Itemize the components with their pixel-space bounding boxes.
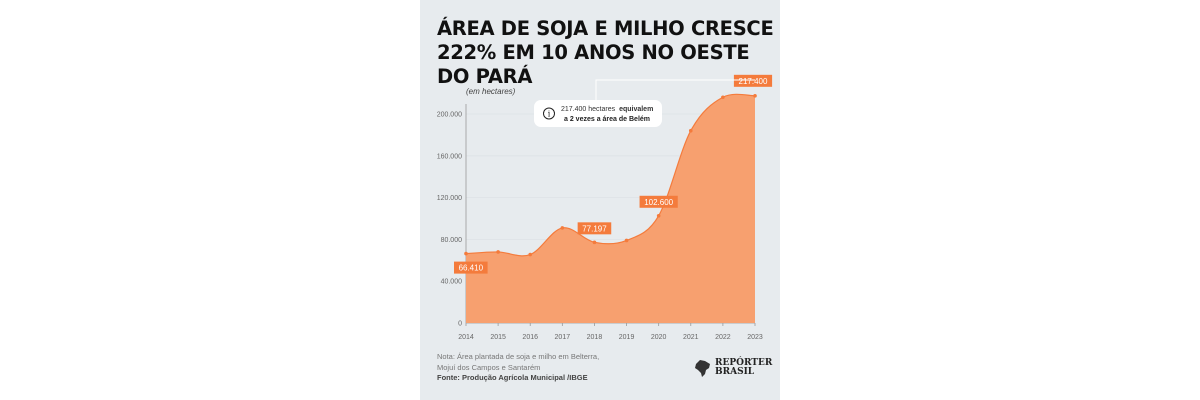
x-tick-label: 2017 [555,334,571,341]
y-tick-label: 160.000 [437,153,462,160]
data-point [560,226,565,230]
note-line-1: Nota: Área plantada de soja e milho em B… [437,352,600,361]
area-line [465,93,756,257]
data-point [592,240,597,245]
data-point [496,250,500,254]
area-fill [466,94,755,323]
callout-connector [595,79,755,102]
data-point [688,128,693,133]
area-chart: 0 40.000 80.000 120.000 160.000 200.000 2014 2… [437,74,773,341]
data-point [656,213,661,218]
callout-text-regular: 217.400 hectares [561,106,616,113]
reporter-brasil-logo: REPÓRTER BRASIL [694,358,772,378]
svg-text:77.197: 77.197 [582,224,607,233]
svg-text:66.410: 66.410 [459,264,484,273]
y-tick-label: 120.000 [437,195,462,202]
data-point [721,95,725,100]
x-tick-label: 2021 [683,334,699,341]
x-tick-label: 2023 [747,334,763,341]
callout-box: i 217.400 hectares equivalem a 2 vezes a… [534,79,755,127]
x-tick-label: 2022 [715,334,731,341]
logo-line-2: BRASIL [715,367,755,377]
logo-line-1: REPÓRTER [715,358,773,368]
callout-text-line2: a 2 vezes a área de Belém [564,116,650,123]
data-point [624,238,629,243]
brazil-map-icon [695,360,710,377]
x-tick-label: 2020 [651,334,667,341]
y-tick-label: 40.000 [441,279,463,286]
data-label: 66.410 [454,261,488,274]
y-tick-label: 200.000 [437,112,462,119]
svg-text:217.400 hectares equival: 217.400 hectares equivalem [561,106,653,113]
data-point [464,251,468,256]
data-point [753,94,757,98]
callout-bg [534,100,662,127]
svg-text:i: i [548,110,551,119]
chart-title: ÁREA DE SOJA E MILHO CRESCE 222% EM 10 A… [437,17,774,88]
x-tick-label: 2015 [490,334,506,341]
note-line-2: Mojuí dos Campos e Santarém [437,362,541,372]
data-label: 217.400 [733,74,773,87]
x-tick-label: 2014 [458,334,474,341]
data-label: 102.600 [639,195,678,208]
info-icon: i [543,107,555,120]
svg-text:102.600: 102.600 [644,198,673,207]
y-tick-label: 80.000 [441,237,463,244]
data-point [528,252,533,257]
data-label: 77.197 [577,222,612,235]
footnote: Nota: Área plantada de soja e milho em B… [437,352,599,373]
source-text: Fonte: Produção Agrícola Municipal /IBGE [437,373,588,382]
callout-text-bold: equivalem [619,106,653,113]
x-tick-label: 2019 [619,334,635,341]
y-tick-label: 0 [458,321,462,328]
svg-text:217.400: 217.400 [739,77,768,86]
x-tick-label: 2016 [522,334,538,341]
y-axis-unit: (em hectares) [466,87,516,96]
x-tick-label: 2018 [587,334,603,341]
